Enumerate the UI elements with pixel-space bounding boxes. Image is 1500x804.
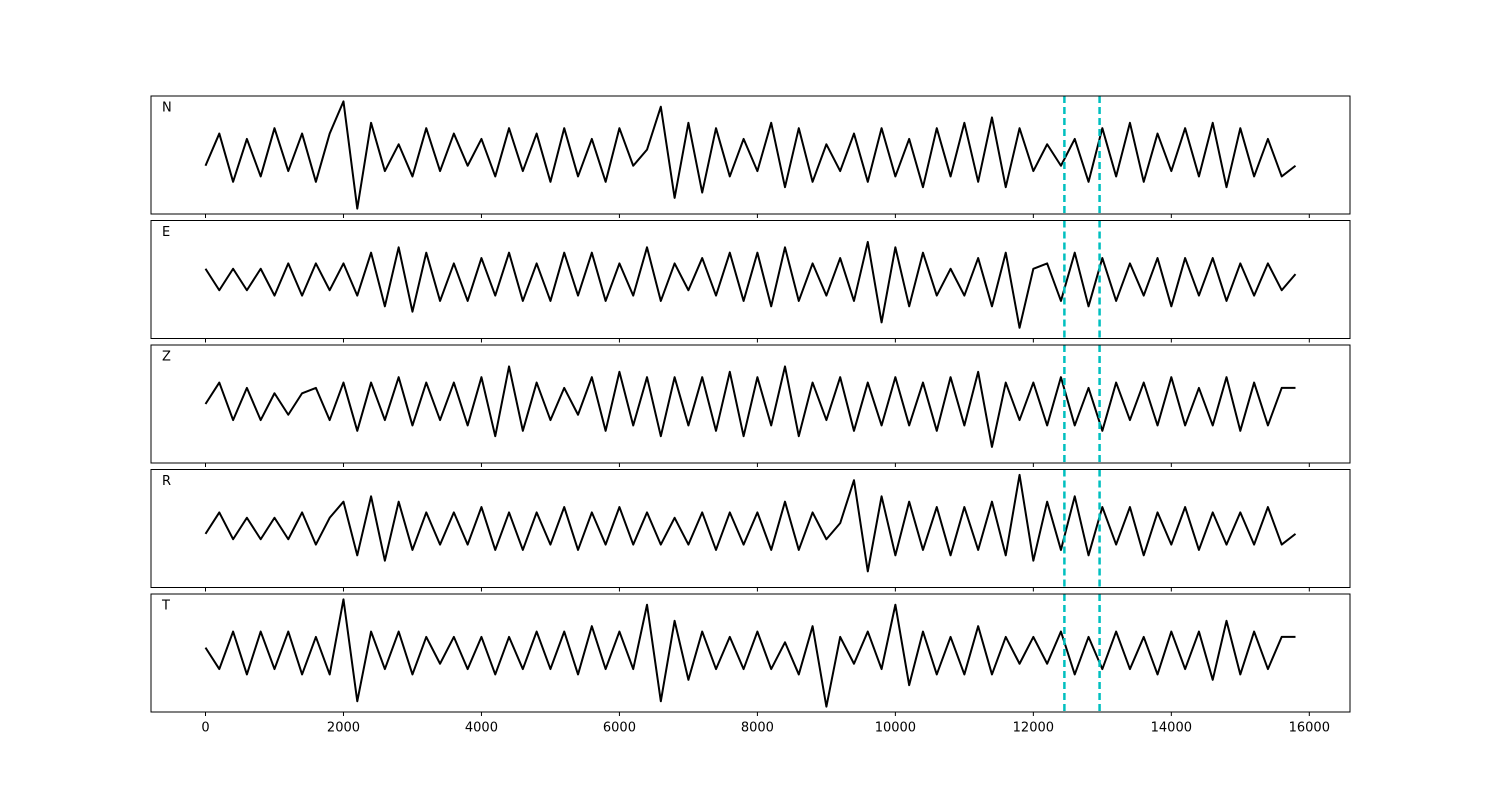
x-tick-label: 10000: [875, 721, 916, 736]
x-tick-label: 0: [201, 721, 209, 736]
panel-frame: [150, 593, 1351, 713]
panel-frame: [150, 344, 1351, 464]
panel-frame: [150, 469, 1351, 588]
panel-frame: [150, 95, 1351, 215]
x-tick-label: 14000: [1151, 721, 1192, 736]
panel-label: R: [162, 474, 171, 489]
trace: [204, 473, 1297, 573]
x-tick-label: 8000: [741, 721, 774, 736]
x-tick-label: 2000: [327, 721, 360, 736]
x-tick-label: 12000: [1013, 721, 1054, 736]
trace: [204, 365, 1296, 448]
trace: [204, 598, 1296, 708]
trace: [204, 100, 1297, 210]
x-tick-label: 4000: [465, 721, 498, 736]
x-tick-label: 6000: [603, 721, 636, 736]
x-tick-label: 16000: [1289, 721, 1330, 736]
panel-label: E: [162, 225, 170, 240]
panel-label: Z: [162, 350, 171, 365]
panel-label: T: [161, 599, 170, 614]
panel-frame: [150, 220, 1351, 339]
panel-label: N: [162, 101, 172, 116]
trace: [204, 240, 1297, 329]
